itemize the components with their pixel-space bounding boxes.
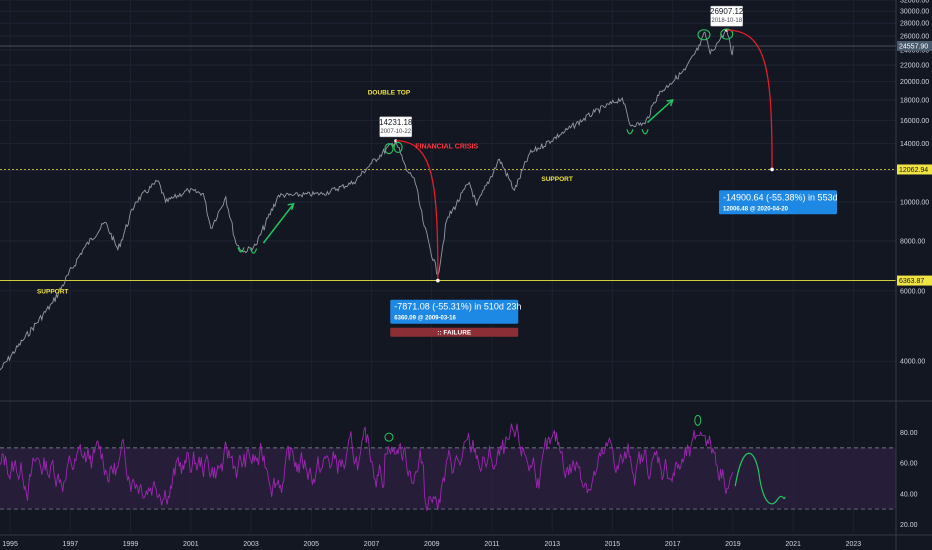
- peak-label-date: 2018-10-18: [711, 18, 742, 24]
- measure-line2: 12006.48 @ 2020-04-20: [723, 206, 789, 212]
- measure-line1: -7871.08 (-55.31%) in 510d 23h: [394, 302, 521, 312]
- bottom-marker: [237, 247, 245, 253]
- up-arrow: [646, 99, 674, 124]
- peak-label-price: 14231.18: [379, 118, 413, 127]
- double-top-marker: [697, 29, 711, 41]
- peak-label-date: 2007-10-22: [380, 129, 411, 135]
- x-tick-label: 1995: [2, 541, 18, 548]
- oscillator-line: [0, 423, 734, 511]
- y-tick-label: 28000.00: [900, 21, 929, 28]
- osc-tick-label: 20.00: [900, 522, 918, 529]
- x-tick-label: 2011: [484, 541, 499, 548]
- price-line: [0, 29, 734, 371]
- price-badge: [897, 164, 932, 175]
- up-arrow-head: [287, 202, 295, 211]
- annotation-text: SUPPORT: [37, 289, 68, 296]
- y-tick-label: 30000.00: [900, 9, 929, 16]
- x-tick-label: 2023: [846, 541, 862, 548]
- x-tick-label: 2019: [725, 541, 741, 548]
- x-tick-label: 2007: [364, 541, 380, 548]
- x-tick-label: 2013: [544, 541, 560, 548]
- measure-line2: 6360.09 @ 2009-03-16: [394, 316, 456, 322]
- y-tick-label: 16000.00: [900, 118, 929, 125]
- y-tick-label: 20000.00: [900, 79, 929, 86]
- x-tick-label: 2015: [605, 541, 621, 548]
- drop-target-dot: [436, 278, 440, 283]
- y-tick-label: 8000.00: [900, 238, 925, 245]
- failure-banner: [390, 327, 519, 337]
- x-tick-label: 2005: [303, 541, 319, 548]
- failure-banner-text: :: FAILURE: [437, 330, 472, 337]
- x-tick-label: 2003: [243, 541, 259, 548]
- measure-box: [719, 190, 838, 215]
- bottom-marker: [641, 129, 649, 135]
- oscillator-projection: [734, 452, 786, 505]
- measure-line1: -14900.64 (-55.38%) in 553d: [723, 192, 838, 202]
- drop-curve: [395, 140, 439, 281]
- bottom-marker: [249, 248, 258, 254]
- double-top-marker: [720, 28, 734, 40]
- y-tick-label: 22000.00: [900, 63, 929, 70]
- annotation-text: FINANCIAL CRISIS: [415, 144, 478, 151]
- drawings: 14231.18 2007-10-22 26907.12 2018-10-18 DOUB…: [37, 5, 838, 337]
- y-tick-label: 6000.00: [900, 288, 925, 295]
- reference-lines: [0, 45, 896, 281]
- y-tick-label: 18000.00: [900, 97, 929, 104]
- grid: [0, 0, 896, 532]
- bottom-marker: [626, 129, 634, 135]
- annotation-text: SUPPORT: [541, 176, 572, 183]
- price-badge: [897, 40, 932, 51]
- x-tick-label: 2021: [785, 541, 801, 548]
- peak-label-box: [379, 116, 413, 138]
- price-badge-label: 24557.90: [899, 43, 928, 50]
- double-top-marker: [384, 143, 394, 155]
- price-badge-label: 12062.94: [899, 167, 928, 174]
- y-tick-label: 4000.00: [900, 359, 925, 366]
- osc-tick-label: 80.00: [900, 430, 918, 437]
- price-badge: [897, 275, 932, 286]
- x-tick-label: 2009: [424, 541, 440, 548]
- oscillator-peak-marker: [694, 414, 702, 426]
- osc-tick-label: 60.00: [900, 461, 918, 468]
- price-series: [0, 29, 734, 371]
- x-tick-label: 1997: [63, 541, 79, 548]
- oscillator-panel: [0, 414, 896, 511]
- y-tick-label: 32000.00: [900, 0, 929, 5]
- drop-target-dot: [770, 167, 774, 172]
- x-tick-label: 2017: [665, 541, 681, 548]
- up-arrow: [262, 203, 295, 244]
- oscillator-peak-marker: [384, 432, 394, 442]
- y-tick-label: 26000.00: [900, 34, 929, 41]
- measure-box: [390, 299, 519, 324]
- y-tick-label: 10000.00: [900, 200, 929, 207]
- annotation-text: DOUBLE TOP: [368, 89, 411, 96]
- price-badge-label: 6363.87: [899, 278, 924, 285]
- peak-label-price: 26907.12: [710, 7, 744, 16]
- up-arrow-head: [666, 99, 674, 107]
- x-tick-label: 1999: [123, 541, 139, 548]
- double-top-marker: [393, 141, 403, 153]
- osc-tick-label: 40.00: [900, 491, 918, 498]
- y-tick-label: 14000.00: [900, 141, 929, 148]
- x-tick-label: 2001: [183, 541, 199, 548]
- drop-curve: [726, 29, 773, 170]
- peak-label-box: [710, 5, 744, 27]
